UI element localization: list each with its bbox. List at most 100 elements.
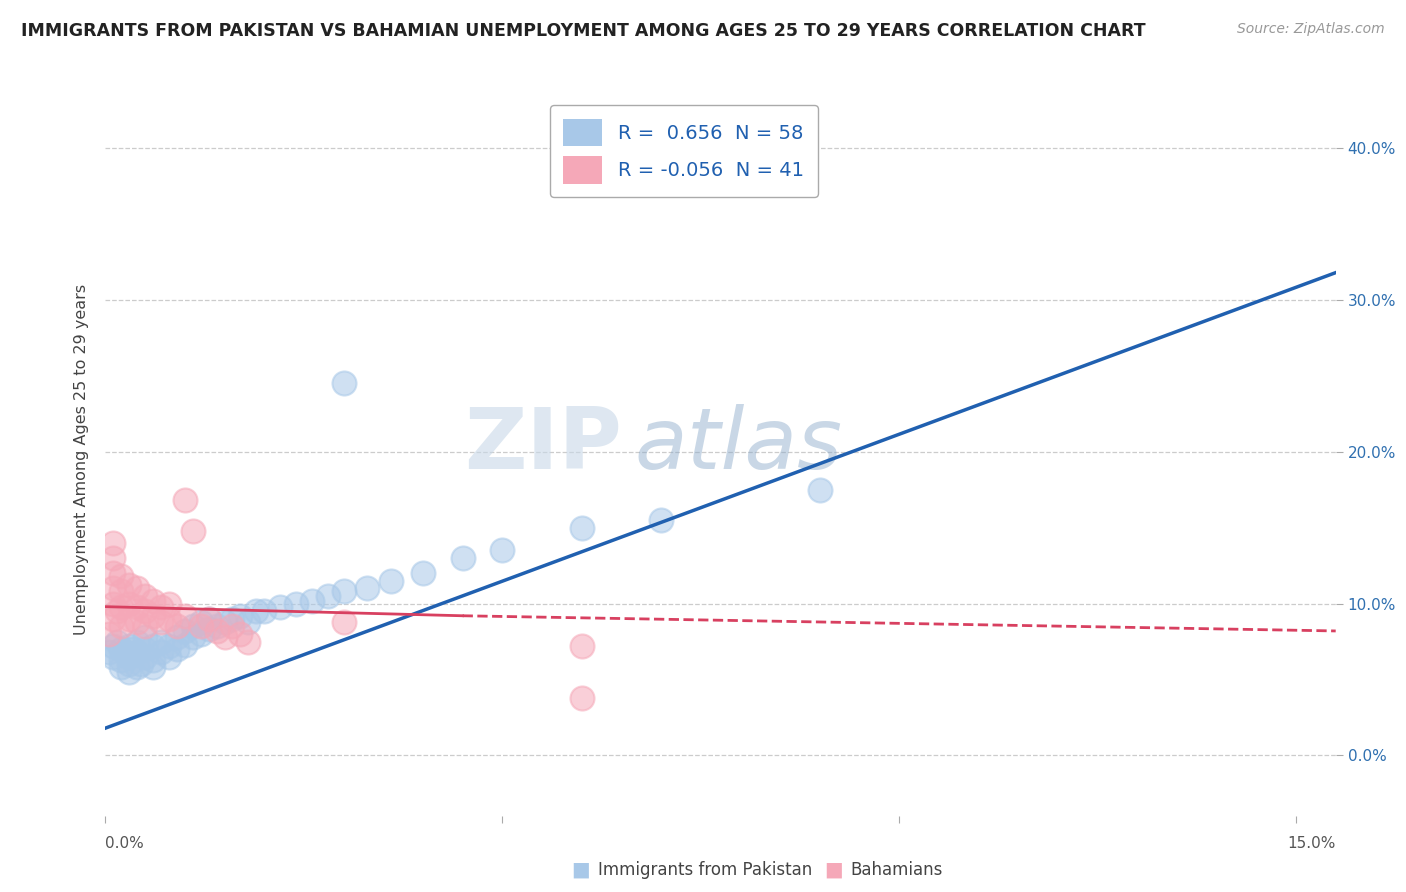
Point	[134, 642, 156, 657]
Point	[127, 582, 149, 596]
Point	[157, 597, 180, 611]
Point	[245, 604, 267, 618]
Point	[190, 615, 212, 629]
Point	[571, 690, 593, 705]
Point	[650, 513, 672, 527]
Point	[157, 612, 180, 626]
Point	[118, 657, 141, 672]
Text: 0.0%: 0.0%	[105, 836, 145, 851]
Point	[332, 615, 354, 629]
Text: ZIP: ZIP	[464, 403, 621, 487]
Point	[142, 660, 165, 674]
Legend: R =  0.656  N = 58, R = -0.056  N = 41: R = 0.656 N = 58, R = -0.056 N = 41	[550, 105, 817, 197]
Point	[134, 619, 156, 633]
Point	[173, 493, 195, 508]
Point	[253, 604, 276, 618]
Point	[150, 615, 173, 629]
Point	[118, 639, 141, 653]
Point	[110, 642, 132, 657]
Point	[173, 624, 195, 638]
Point	[173, 638, 195, 652]
Y-axis label: Unemployment Among Ages 25 to 29 years: Unemployment Among Ages 25 to 29 years	[75, 284, 90, 635]
Point	[181, 630, 204, 644]
Point	[118, 597, 141, 611]
Point	[118, 649, 141, 664]
Point	[105, 604, 128, 618]
Text: atlas: atlas	[634, 403, 842, 487]
Point	[356, 582, 378, 596]
Text: IMMIGRANTS FROM PAKISTAN VS BAHAMIAN UNEMPLOYMENT AMONG AGES 25 TO 29 YEARS CORR: IMMIGRANTS FROM PAKISTAN VS BAHAMIAN UNE…	[21, 22, 1146, 40]
Point	[301, 593, 323, 607]
Text: Bahamians: Bahamians	[851, 861, 943, 879]
Point	[166, 619, 188, 633]
Point	[110, 619, 132, 633]
Point	[134, 604, 156, 618]
Point	[808, 483, 831, 497]
Point	[316, 589, 339, 603]
Point	[269, 599, 291, 614]
Point	[166, 642, 188, 657]
Point	[221, 612, 243, 626]
Text: ▪: ▪	[569, 855, 591, 884]
Point	[134, 630, 156, 644]
Point	[142, 653, 165, 667]
Point	[98, 627, 121, 641]
Point	[238, 615, 260, 629]
Point	[134, 649, 156, 664]
Point	[134, 589, 156, 603]
Point	[190, 627, 212, 641]
Point	[150, 645, 173, 659]
Point	[118, 578, 141, 592]
Point	[103, 536, 125, 550]
Point	[380, 574, 402, 588]
Point	[412, 566, 434, 581]
Point	[205, 624, 228, 638]
Point	[571, 521, 593, 535]
Point	[214, 630, 236, 644]
Point	[197, 612, 219, 626]
Point	[110, 584, 132, 599]
Point	[103, 649, 125, 664]
Point	[103, 551, 125, 566]
Point	[127, 615, 149, 629]
Point	[173, 608, 195, 623]
Point	[332, 376, 354, 391]
Text: Source: ZipAtlas.com: Source: ZipAtlas.com	[1237, 22, 1385, 37]
Point	[205, 619, 228, 633]
Point	[127, 599, 149, 614]
Point	[142, 593, 165, 607]
Point	[103, 639, 125, 653]
Point	[197, 612, 219, 626]
Text: ▪: ▪	[823, 855, 844, 884]
Point	[157, 639, 180, 653]
Point	[98, 645, 121, 659]
Point	[451, 551, 474, 566]
Point	[238, 634, 260, 648]
Point	[181, 524, 204, 538]
Text: Immigrants from Pakistan: Immigrants from Pakistan	[598, 861, 811, 879]
Point	[571, 639, 593, 653]
Point	[129, 657, 152, 672]
Point	[114, 645, 136, 659]
Text: 15.0%: 15.0%	[1288, 836, 1336, 851]
Point	[491, 543, 513, 558]
Point	[103, 566, 125, 581]
Point	[110, 599, 132, 614]
Point	[150, 599, 173, 614]
Point	[127, 634, 149, 648]
Point	[157, 649, 180, 664]
Point	[197, 623, 219, 637]
Point	[118, 612, 141, 626]
Point	[127, 660, 149, 674]
Point	[284, 597, 307, 611]
Point	[103, 582, 125, 596]
Point	[103, 612, 125, 626]
Point	[166, 630, 188, 644]
Point	[118, 665, 141, 679]
Point	[103, 597, 125, 611]
Point	[221, 619, 243, 633]
Point	[142, 608, 165, 623]
Point	[142, 639, 165, 653]
Point	[190, 619, 212, 633]
Point	[214, 615, 236, 629]
